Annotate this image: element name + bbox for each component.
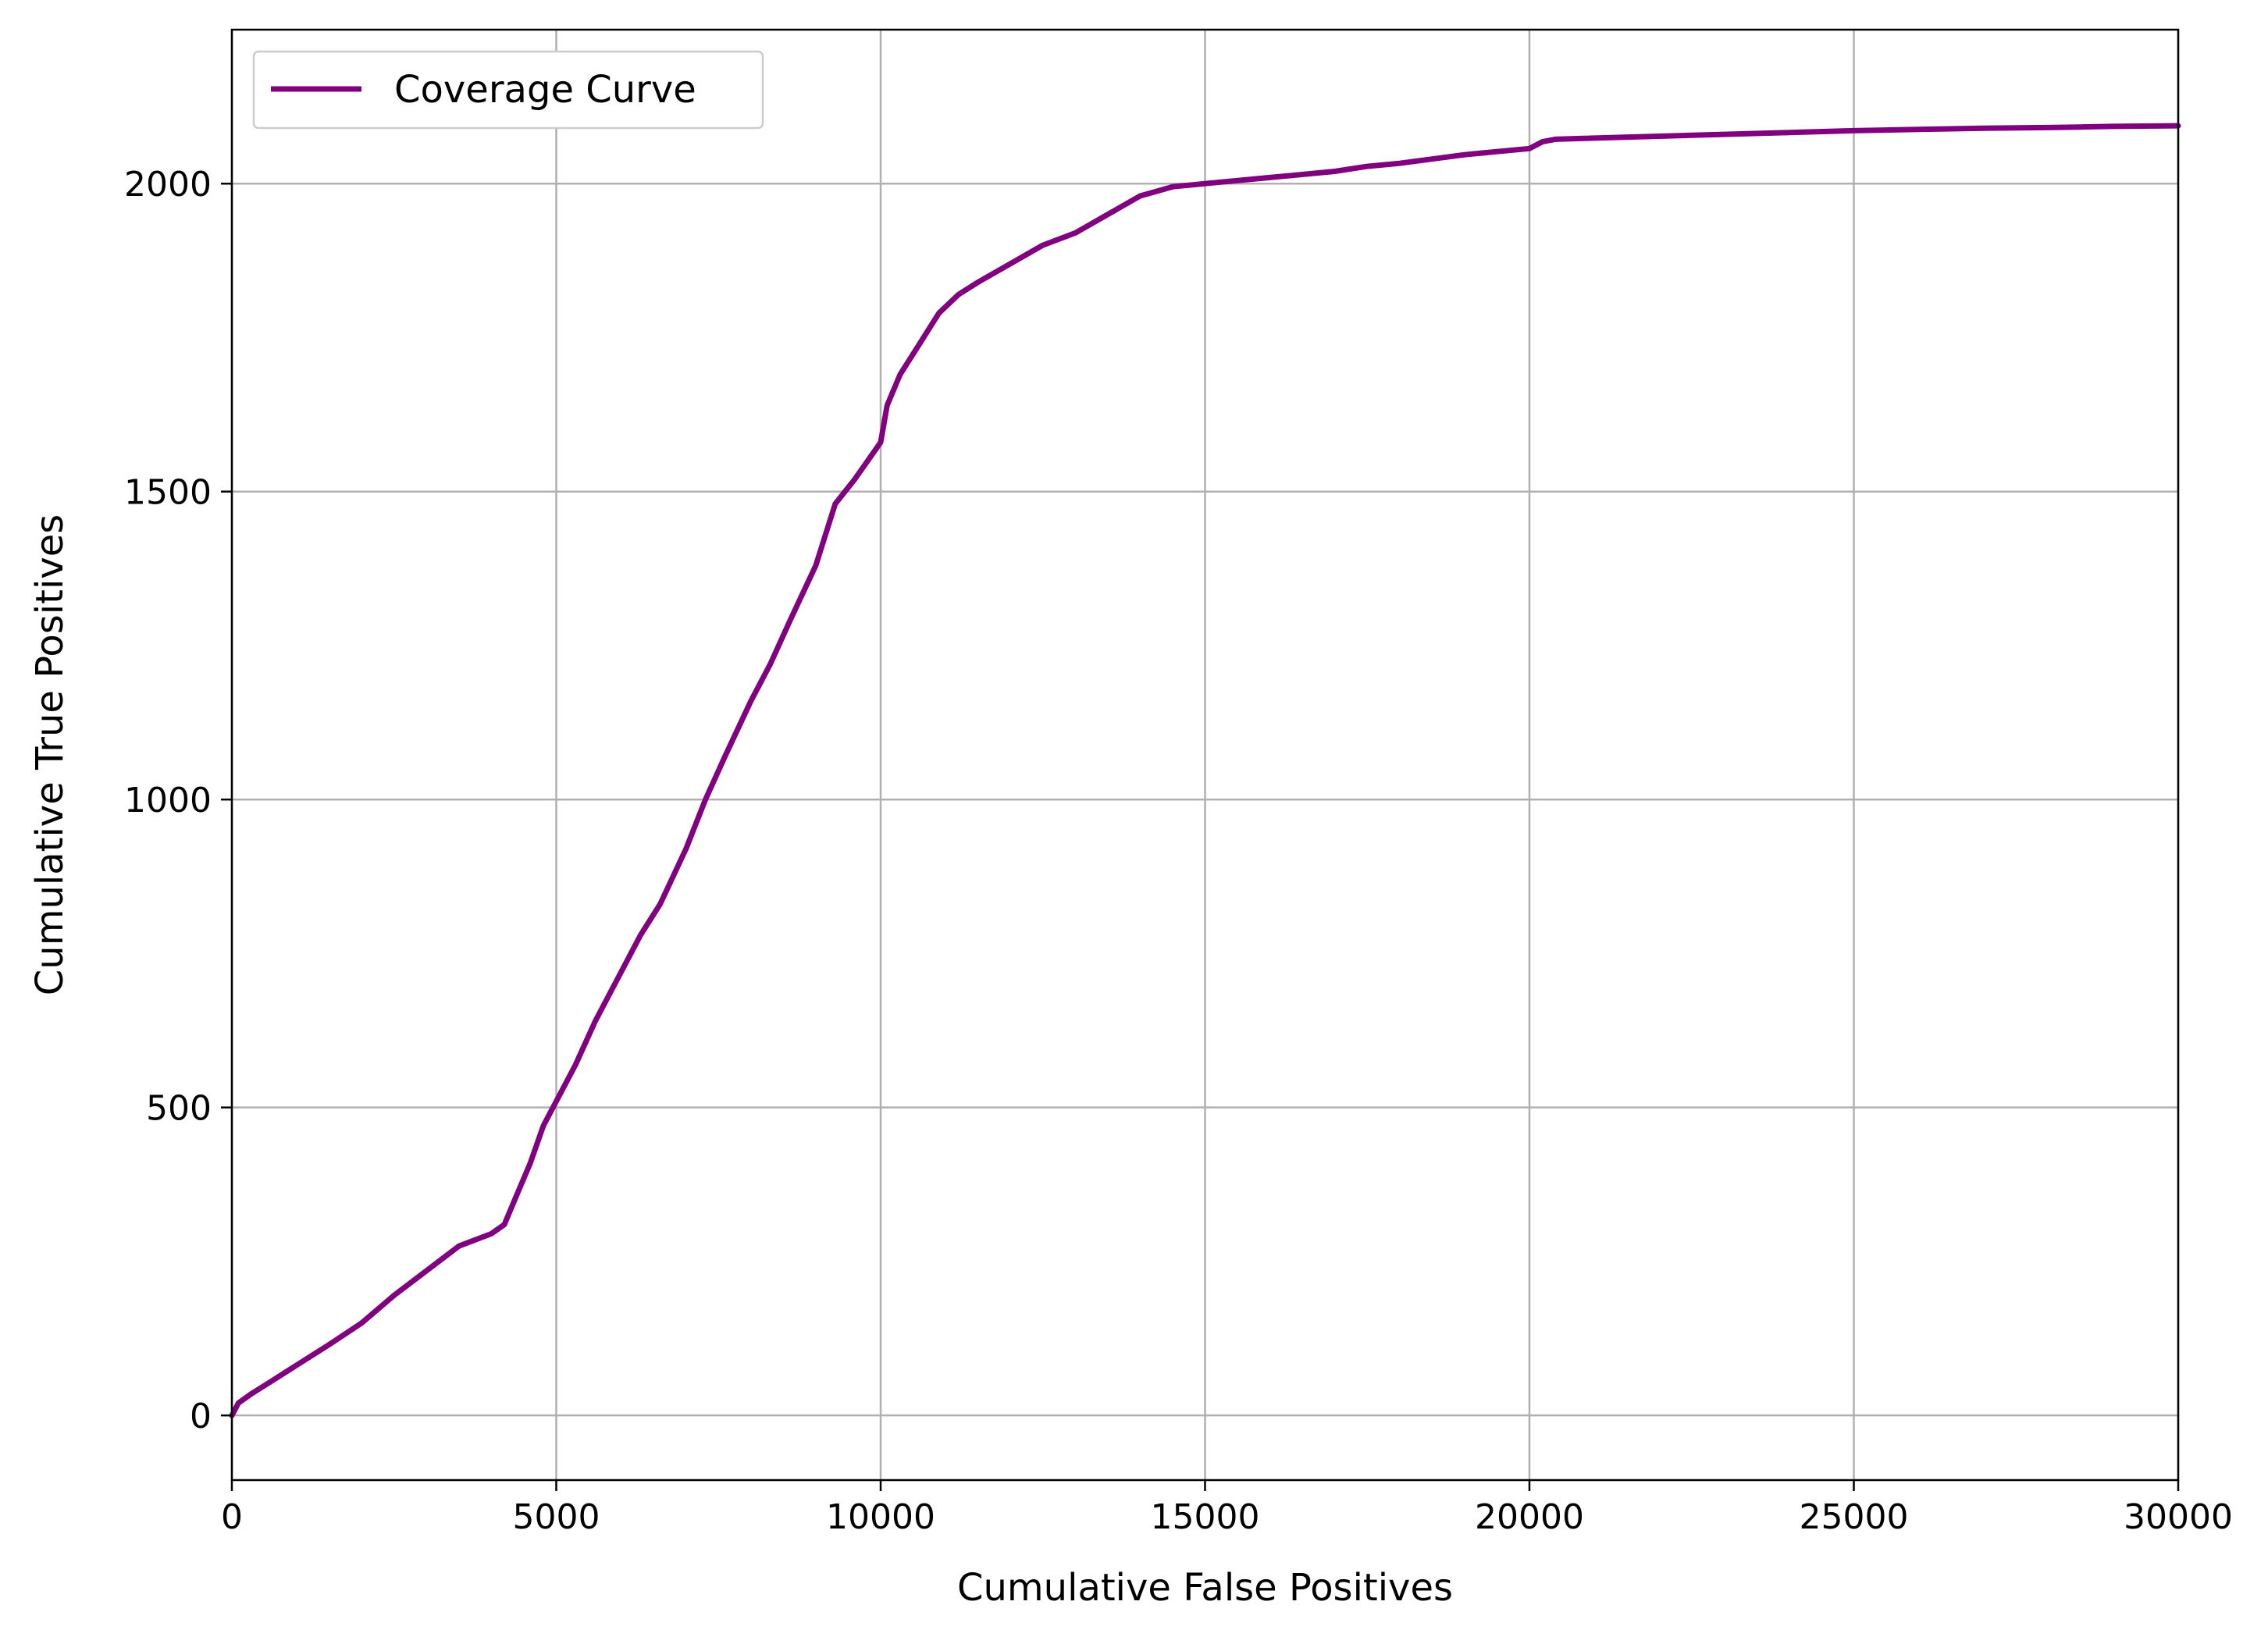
series-line-coverage-curve: [229, 123, 2181, 1418]
y-tick-label: 1500: [124, 473, 212, 513]
y-axis-label: Cumulative True Positives: [28, 514, 72, 995]
y-tick-label: 1000: [124, 781, 212, 820]
x-tick-label: 20000: [1475, 1497, 1584, 1537]
series-layer: [229, 123, 2181, 1418]
x-tick-label: 25000: [1800, 1497, 1909, 1537]
y-ticks: 0 500 1000 1500 2000: [124, 165, 232, 1436]
y-tick-label: 500: [146, 1089, 212, 1129]
x-tick-label: 5000: [513, 1497, 600, 1537]
legend-box: [252, 50, 764, 130]
x-tick-label: 10000: [826, 1497, 935, 1537]
y-tick-label: 2000: [124, 165, 212, 205]
x-ticks: 0 5000 10000 15000 20000 25000 30000: [221, 1480, 2233, 1537]
x-axis-label: Cumulative False Positives: [957, 1566, 1453, 1610]
x-tick-label: 0: [221, 1497, 243, 1537]
y-tick-label: 0: [190, 1397, 212, 1436]
legend: Coverage Curve: [252, 50, 764, 130]
x-tick-label: 15000: [1151, 1497, 1260, 1537]
x-tick-label: 30000: [2124, 1497, 2233, 1537]
legend-label-coverage-curve: Coverage Curve: [394, 68, 696, 112]
